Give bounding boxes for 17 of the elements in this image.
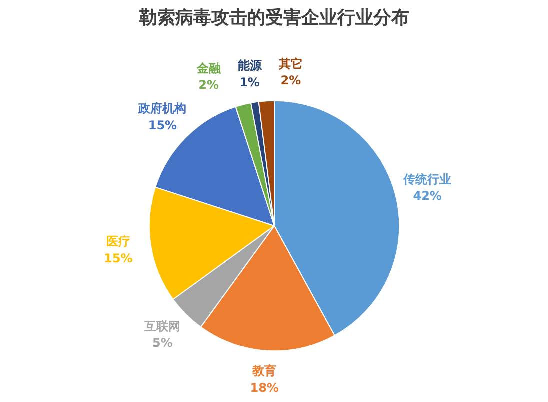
data-label: 2% [280, 74, 302, 88]
slice-label: 传统行业 [402, 172, 452, 186]
data-label: 1% [240, 75, 260, 90]
slice-label: 教育 [252, 364, 277, 378]
data-label: 5% [152, 336, 173, 350]
slice-label: 互联网 [144, 319, 181, 334]
data-label: 42% [413, 189, 442, 204]
data-label: 2% [198, 78, 220, 92]
slice-label: 政府机构 [138, 102, 187, 116]
slice-label: 金融 [196, 61, 222, 76]
data-label: 15% [104, 251, 133, 266]
data-label: 18% [250, 381, 279, 396]
chart-title: 勒索病毒攻击的受害企业行业分布 [138, 8, 410, 28]
slice-label: 医疗 [106, 234, 130, 249]
slice-label: 其它 [278, 56, 303, 71]
slice-label: 能源 [238, 58, 263, 72]
data-label: 15% [148, 118, 178, 132]
